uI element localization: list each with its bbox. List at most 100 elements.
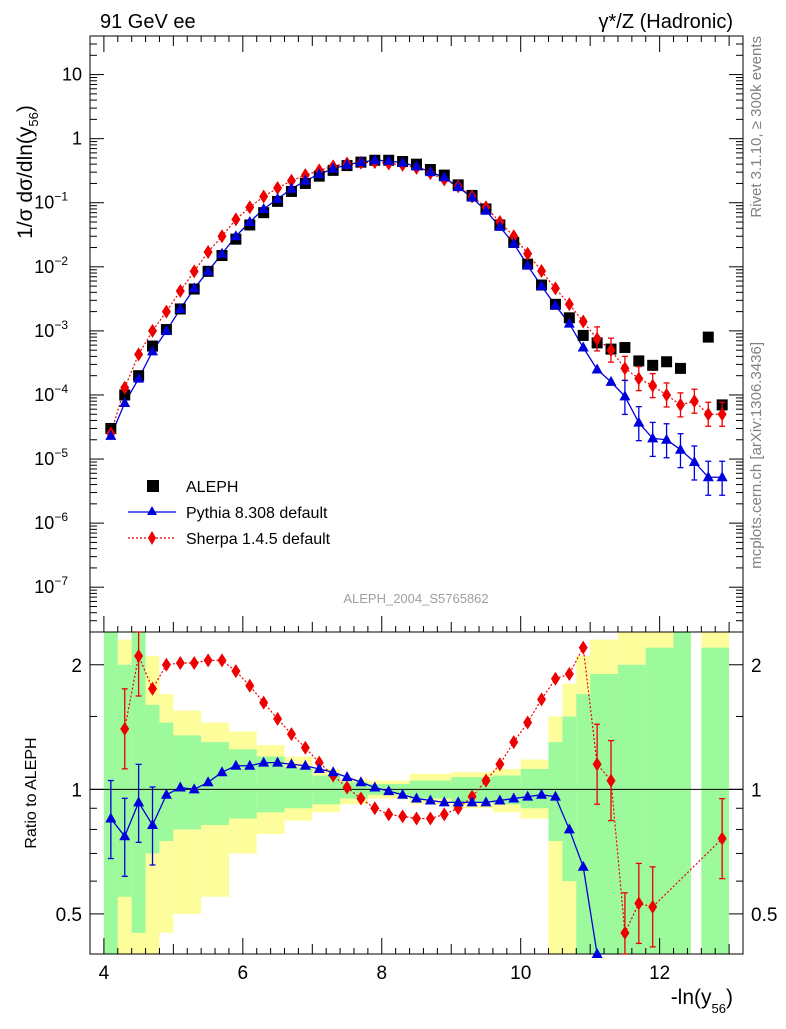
x-tick-label: 4 — [99, 963, 110, 984]
pythia-point — [605, 375, 617, 386]
pythia-point — [105, 429, 117, 440]
sherpa-point — [134, 347, 144, 362]
aleph-point — [633, 355, 645, 367]
ratio-pythia-point — [563, 823, 575, 834]
ratio-sherpa-line — [124, 645, 723, 936]
sherpa-point — [259, 189, 269, 204]
sherpa-point — [648, 378, 658, 393]
band-green-segment — [673, 632, 691, 954]
ratio-pythia-point — [216, 766, 228, 777]
ratio-pythia-point — [549, 790, 561, 801]
ratio-pythia-point — [147, 818, 159, 829]
sherpa-point — [620, 361, 630, 376]
ratio-pythia-point — [369, 781, 381, 792]
ratio-y-tick-label-right: 0.5 — [751, 905, 777, 926]
ratio-pythia-point — [299, 759, 311, 770]
ratio-series — [105, 631, 727, 958]
ratio-sherpa-point — [286, 727, 296, 742]
sherpa-point — [161, 304, 171, 319]
ratio-sherpa-point — [481, 773, 491, 788]
sherpa-point — [537, 264, 547, 279]
pythia-point — [147, 345, 159, 356]
ratio-y-tick-label-right: 1 — [751, 780, 762, 801]
analysis-id-label: ALEPH_2004_S5765862 — [343, 591, 488, 606]
pythia-point — [160, 324, 172, 335]
pythia-point — [563, 317, 575, 328]
ratio-pythia-point — [341, 771, 353, 782]
y-tick-label: 10−6 — [34, 510, 68, 533]
sherpa-line — [110, 161, 723, 434]
ratio-sherpa-point — [384, 807, 394, 822]
y-axis-title-close: ) — [14, 105, 37, 112]
x-tick-label: 6 — [238, 963, 249, 984]
pythia-point — [480, 204, 492, 215]
ratio-sherpa-point — [134, 648, 144, 663]
legend-aleph-marker — [147, 480, 159, 492]
x-tick-label: 10 — [510, 963, 531, 984]
ratio-pythia-point — [522, 790, 534, 801]
ratio-pythia-point — [424, 794, 436, 805]
ratio-pythia-point — [188, 783, 200, 794]
ratio-sherpa-point — [564, 666, 574, 681]
sherpa-point — [509, 229, 519, 244]
y-tick-label: 10−2 — [34, 254, 68, 277]
pythia-point — [174, 302, 186, 313]
sherpa-point — [703, 407, 713, 422]
y-tick-exponent: −7 — [54, 574, 68, 588]
ratio-pythia-point — [508, 792, 520, 803]
pythia-point — [619, 390, 631, 401]
ratio-pythia-point — [411, 792, 422, 803]
ratio-sherpa-point — [175, 655, 185, 670]
ratio-pythia-point — [202, 776, 214, 787]
pythia-point — [272, 192, 284, 203]
ratio-sherpa-point — [161, 657, 171, 672]
ratio-pythia-point — [397, 788, 409, 799]
pythia-point — [313, 168, 325, 179]
pythia-line — [110, 159, 723, 478]
main-axes: 10 1 10−1 10−2 10−3 10−4 10−5 10−6 10−7 — [34, 35, 743, 633]
ratio-pythia-point — [313, 762, 325, 773]
ratio-sherpa-point — [259, 695, 269, 710]
sherpa-point — [550, 281, 560, 296]
ratio-sherpa-point — [550, 671, 560, 686]
band-green-segment — [645, 647, 674, 954]
band-green-segment — [576, 693, 591, 954]
ratio-sherpa-point — [300, 740, 310, 755]
legend: ALEPH Pythia 8.308 default Sherpa 1.4.5 … — [128, 479, 331, 548]
sherpa-point — [717, 407, 727, 422]
x-tick-label: 12 — [649, 963, 670, 984]
ratio-sherpa-point — [231, 664, 241, 679]
sherpa-point — [564, 297, 574, 312]
ratio-pythia-point — [105, 812, 117, 823]
sherpa-point — [273, 180, 283, 195]
x-axis-title: -ln(y56) — [671, 986, 733, 1016]
pythia-point — [327, 162, 339, 173]
ratio-sherpa-point — [217, 653, 227, 668]
pythia-point — [230, 230, 242, 241]
sherpa-point — [189, 264, 199, 279]
band-green-segment — [701, 647, 730, 954]
y-tick-exponent: −1 — [54, 190, 68, 204]
sherpa-point — [592, 331, 602, 346]
pythia-point — [549, 299, 561, 310]
y-axis-title-main: 1/σ dσ/dln(y — [14, 126, 37, 239]
band-green-segment — [159, 722, 174, 842]
ratio-sherpa-point — [425, 811, 435, 826]
y-axis-title-subscript: 56 — [26, 112, 41, 126]
pythia-point — [577, 341, 589, 352]
aleph-point — [119, 389, 131, 401]
y-tick-exponent: −5 — [54, 446, 68, 460]
pythia-point — [466, 191, 478, 202]
header-right-title: γ*/Z (Hadronic) — [599, 11, 733, 33]
ratio-sherpa-point — [356, 791, 366, 806]
y-tick-exponent: −2 — [54, 254, 68, 268]
ratio-pythia-point — [258, 756, 270, 767]
aleph-point — [619, 342, 631, 354]
ratio-pythia-point — [438, 796, 450, 807]
band-green-segment — [520, 768, 549, 809]
y-axis-title: 1/σ dσ/dln(y56) — [14, 105, 41, 239]
sherpa-point — [245, 200, 255, 215]
sherpa-point — [286, 173, 296, 188]
ratio-sherpa-point — [398, 809, 408, 824]
